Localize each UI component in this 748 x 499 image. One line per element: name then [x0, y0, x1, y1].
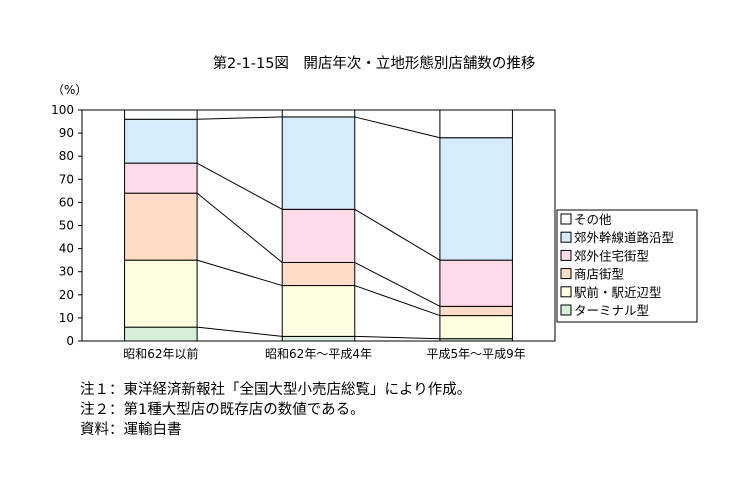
legend-label-3: 商店街型: [574, 267, 624, 282]
x-tick-label-2: 昭和62年～平成4年: [265, 347, 372, 361]
bar-segment-2-6: [281, 109, 356, 118]
connector-2-2: [354, 285, 441, 317]
legend-label-4: 郊外住宅街型: [574, 248, 649, 263]
legend-label-5: 郊外幹線道路沿型: [574, 230, 674, 245]
connector-1-3: [196, 192, 283, 263]
legend-label-2: 駅前・駅近辺型: [574, 285, 662, 300]
note-2: 注２：第1種大型店の既存店の数値である。: [80, 402, 365, 418]
connector-2-3: [354, 262, 441, 307]
y-tick-label-70: 70: [59, 172, 74, 186]
legend-swatch-5: [560, 231, 572, 243]
x-tick-label-3: 平成5年～平成9年: [427, 347, 526, 361]
legend-swatch-6: [560, 213, 572, 225]
legend-swatch-4: [560, 249, 572, 261]
legend-label-6: その他: [574, 212, 612, 227]
connector-2-5: [354, 116, 441, 139]
y-tick-label-40: 40: [59, 242, 74, 256]
stacked-bar-chart: 第2-1-15図 開店年次・立地形態別店舗数の推移 （%） 0 10 20 30 40 5…: [51, 54, 698, 361]
y-tick-label-60: 60: [59, 195, 74, 209]
x-axis-labels: 昭和62年以前 昭和62年～平成4年 平成5年～平成9年: [123, 346, 526, 361]
bar-segment-2-5: [281, 116, 356, 210]
connector-lines: [196, 109, 441, 340]
bar-segment-1-4: [124, 162, 198, 194]
bar-segment-2-3: [281, 261, 356, 287]
source-note: 資料：運輸白書: [80, 422, 182, 438]
y-tick-label-50: 50: [59, 219, 74, 233]
y-tick-label-100: 100: [51, 103, 74, 117]
legend-swatch-2: [560, 286, 572, 298]
bar-segment-3-2: [439, 315, 513, 340]
y-tick-label-20: 20: [59, 288, 74, 302]
note-1: 注１：東洋経済新報社「全国大型小売店総覧」により作成。: [80, 382, 472, 398]
bar-segment-1-5: [124, 118, 198, 164]
bar-segment-1-1: [124, 326, 198, 342]
y-tick-label-90: 90: [59, 126, 74, 140]
y-tick-label-30: 30: [59, 265, 74, 279]
bars: [124, 109, 513, 342]
connector-2-1: [354, 335, 440, 340]
bar-segment-1-6: [124, 109, 198, 120]
y-tick-label-0: 0: [66, 334, 74, 348]
legend-label-1: ターミナル型: [574, 303, 649, 318]
connector-1-5: [197, 116, 283, 120]
y-tick-label-10: 10: [59, 311, 74, 325]
bar-segment-1-2: [124, 259, 198, 328]
bar-segment-3-6: [439, 109, 513, 139]
bar-segment-1-3: [124, 192, 198, 261]
connector-1-1: [197, 326, 283, 337]
chart-title: 第2-1-15図 開店年次・立地形態別店舗数の推移: [213, 54, 536, 72]
bar-segment-2-1: [281, 335, 356, 342]
y-tick-label-80: 80: [59, 149, 74, 163]
bar-segment-3-5: [439, 137, 513, 261]
x-tick-label-1: 昭和62年以前: [123, 346, 198, 361]
bar-segment-2-4: [281, 208, 356, 263]
y-axis-unit: （%）: [52, 83, 87, 97]
bar-segment-3-4: [439, 259, 513, 307]
bar-segment-2-2: [281, 285, 356, 337]
y-axis: 0 10 20 30 40 50 60 70 80 90 100: [51, 103, 82, 348]
connector-1-2: [196, 259, 283, 287]
connector-1-4: [196, 162, 283, 210]
bar-segment-3-3: [439, 305, 513, 317]
legend-swatch-3: [560, 268, 572, 280]
notes: 注１：東洋経済新報社「全国大型小売店総覧」により作成。 注２：第1種大型店の既存…: [80, 380, 471, 440]
legend-swatch-1: [560, 304, 572, 316]
connector-2-4: [354, 208, 441, 261]
legend-box: [556, 209, 698, 323]
